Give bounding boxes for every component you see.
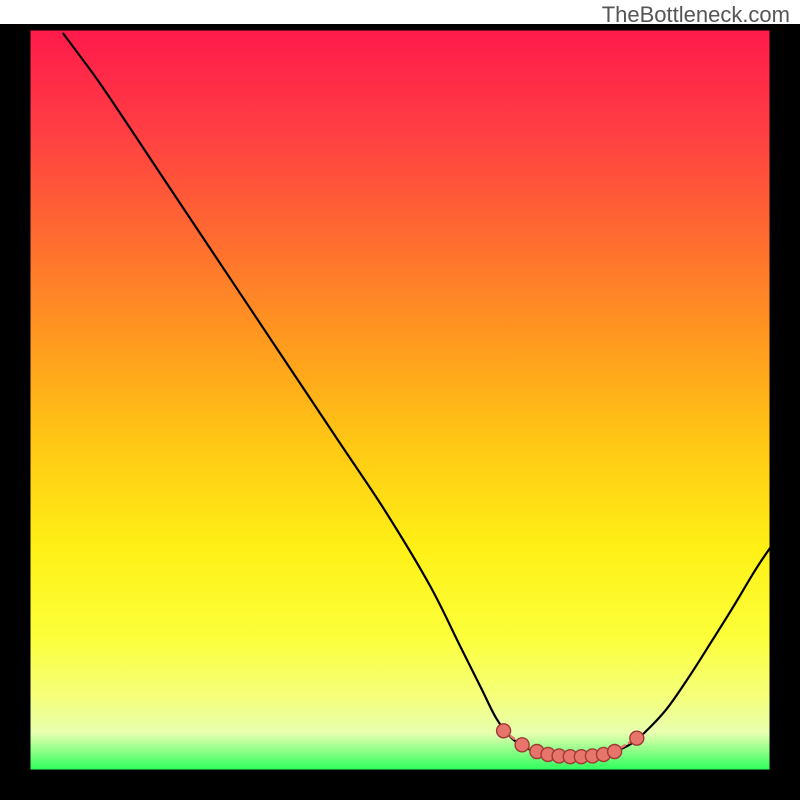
watermark-text: TheBottleneck.com: [602, 2, 790, 28]
chart-svg: [0, 0, 800, 800]
bottleneck-chart: [0, 0, 800, 800]
